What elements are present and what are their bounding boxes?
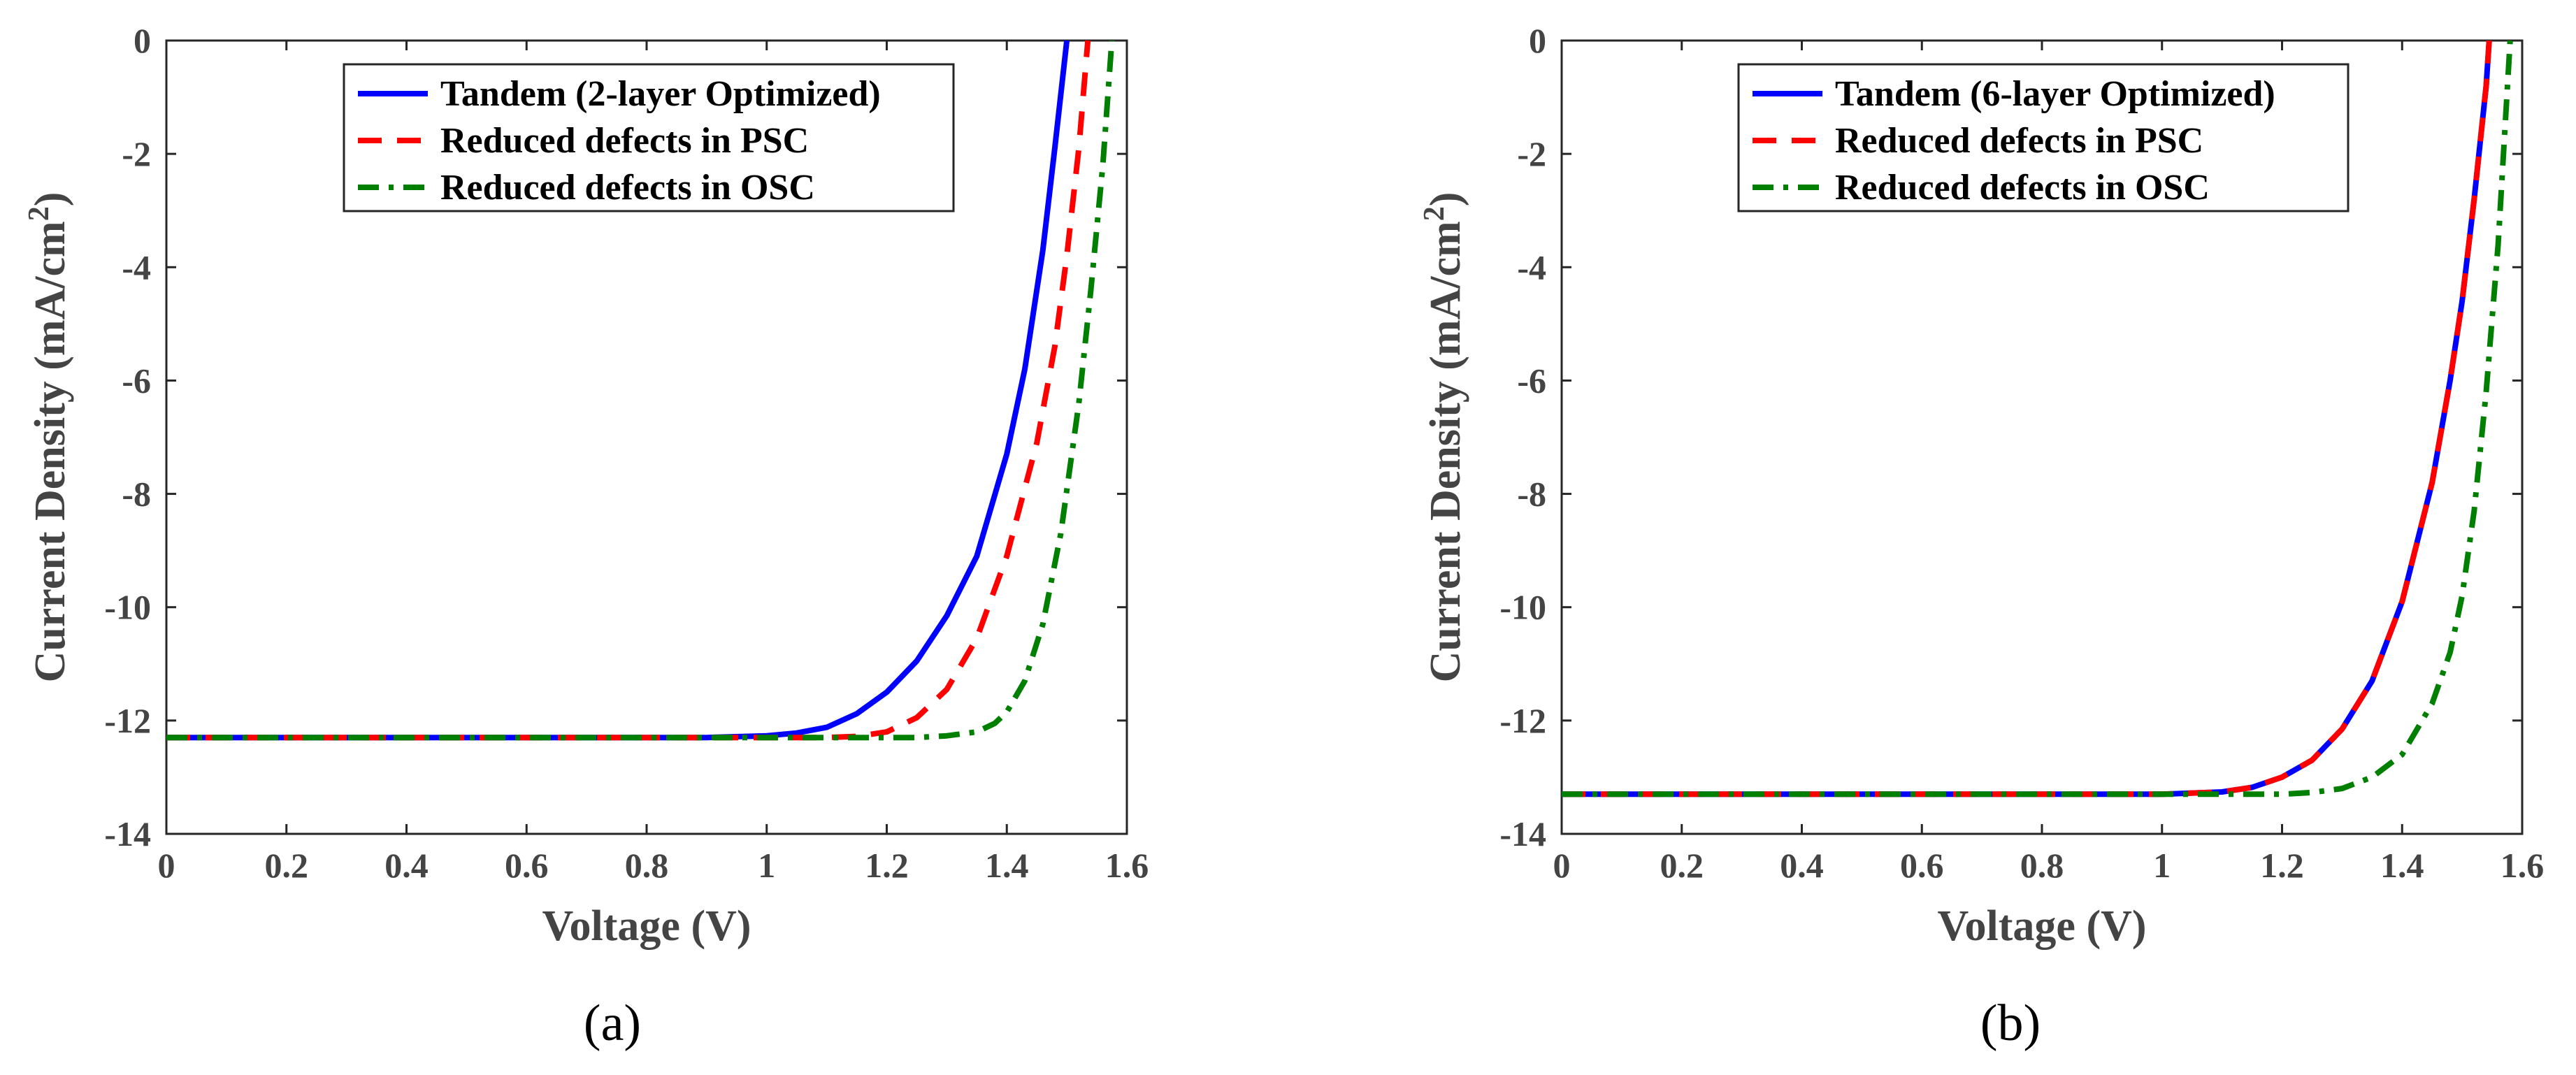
y-tick-label-a-2: -4 bbox=[122, 247, 151, 287]
y-tick-label-a-7: -14 bbox=[104, 814, 151, 853]
y-tick-label-b-1: -2 bbox=[1517, 134, 1546, 173]
legend-label-a-2: Reduced defects in PSC bbox=[440, 121, 809, 161]
y-tick-label-b-3: -6 bbox=[1517, 361, 1546, 400]
x-tick-label-b-4: 0.8 bbox=[2020, 846, 2064, 885]
x-tick-label-a-1: 0.2 bbox=[265, 846, 309, 885]
x-tick-label-b-6: 1.2 bbox=[2260, 846, 2304, 885]
y-axis-label-sup-b: 2 bbox=[1418, 206, 1451, 221]
y-tick-label-b-5: -10 bbox=[1499, 588, 1546, 627]
y-tick-label-a-1: -2 bbox=[122, 134, 151, 173]
y-axis-label-text-b: Current Density (mA/cm bbox=[1422, 221, 1469, 682]
series-line-a-3 bbox=[166, 40, 1115, 741]
legend-label-b-2: Reduced defects in PSC bbox=[1835, 121, 2203, 161]
caption-b: (b) bbox=[1980, 995, 2041, 1052]
x-tick-label-b-7: 1.4 bbox=[2380, 846, 2424, 885]
y-axis-label-a: Current Density (mA/cm2) bbox=[23, 192, 74, 683]
ticks-a: 0 0.2 0.4 0.6 0.8 1 1.2 1.4 1.6 0 -2 -4 -6 -8 -10 -12 -1… bbox=[104, 21, 1149, 885]
legend-box-b bbox=[1737, 63, 2350, 212]
x-tick-label-b-2: 0.4 bbox=[1780, 846, 1824, 885]
x-tick-label-b-0: 0 bbox=[1553, 846, 1571, 885]
ticks-b: 0 0.2 0.4 0.6 0.8 1 1.2 1.4 1.6 0 -2 -4 -6 -8 -10 -12 -1… bbox=[1499, 21, 2544, 885]
y-tick-label-a-0: 0 bbox=[134, 21, 151, 60]
y-tick-label-a-5: -10 bbox=[104, 588, 151, 627]
x-tick-label-a-6: 1.2 bbox=[865, 846, 909, 885]
y-axis-label-close-a: ) bbox=[27, 192, 74, 207]
y-tick-label-b-0: 0 bbox=[1529, 21, 1546, 60]
x-tick-label-b-8: 1.6 bbox=[2501, 846, 2545, 885]
legend-a: Tandem (2-layer Optimized) Reduced defect… bbox=[343, 63, 955, 212]
x-tick-label-a-5: 1 bbox=[758, 846, 775, 885]
x-tick-label-b-1: 0.2 bbox=[1660, 846, 1704, 885]
y-tick-label-b-6: -12 bbox=[1499, 701, 1546, 740]
legend-label-b-1: Tandem (6-layer Optimized) bbox=[1835, 74, 2275, 114]
panel-a: 0 0.2 0.4 0.6 0.8 1 1.2 1.4 1.6 0 -2 -4 -6 -8 -10 -12 -1… bbox=[23, 21, 1149, 1052]
y-tick-label-a-4: -8 bbox=[122, 475, 151, 514]
series-line-b-3 bbox=[1562, 40, 2513, 798]
panel-b: 0 0.2 0.4 0.6 0.8 1 1.2 1.4 1.6 0 -2 -4 -6 -8 -10 -12 -1… bbox=[1418, 21, 2544, 1052]
x-tick-label-a-0: 0 bbox=[158, 846, 175, 885]
y-axis-label-close-b: ) bbox=[1422, 192, 1469, 207]
y-tick-label-a-6: -12 bbox=[104, 701, 151, 740]
y-tick-label-b-2: -4 bbox=[1517, 247, 1546, 287]
y-tick-label-a-3: -6 bbox=[122, 361, 151, 400]
x-tick-label-a-3: 0.6 bbox=[505, 846, 549, 885]
legend-label-a-1: Tandem (2-layer Optimized) bbox=[440, 74, 881, 114]
y-axis-label-sup-a: 2 bbox=[23, 206, 55, 221]
legend-box-a bbox=[343, 63, 955, 212]
y-tick-label-b-4: -8 bbox=[1517, 475, 1546, 514]
x-tick-label-a-4: 0.8 bbox=[625, 846, 669, 885]
caption-a: (a) bbox=[584, 995, 641, 1052]
legend-b: Tandem (6-layer Optimized) Reduced defect… bbox=[1737, 63, 2350, 212]
x-tick-label-a-8: 1.6 bbox=[1105, 846, 1149, 885]
y-axis-label-b: Current Density (mA/cm2) bbox=[1418, 192, 1469, 683]
series-line-b-2 bbox=[1562, 40, 2492, 798]
series-group-a bbox=[166, 40, 1115, 741]
x-axis-label-b: Voltage (V) bbox=[1937, 902, 2146, 950]
legend-label-a-3: Reduced defects in OSC bbox=[440, 168, 815, 208]
x-tick-label-a-7: 1.4 bbox=[985, 846, 1029, 885]
x-tick-label-a-2: 0.4 bbox=[384, 846, 429, 885]
x-axis-label-a: Voltage (V) bbox=[542, 902, 751, 950]
x-tick-label-b-3: 0.6 bbox=[1900, 846, 1944, 885]
y-tick-label-b-7: -14 bbox=[1499, 814, 1546, 853]
series-group-b bbox=[1562, 40, 2513, 798]
x-tick-label-b-5: 1 bbox=[2153, 846, 2171, 885]
y-axis-label-text-a: Current Density (mA/cm bbox=[27, 221, 74, 682]
legend-label-b-3: Reduced defects in OSC bbox=[1835, 168, 2210, 208]
